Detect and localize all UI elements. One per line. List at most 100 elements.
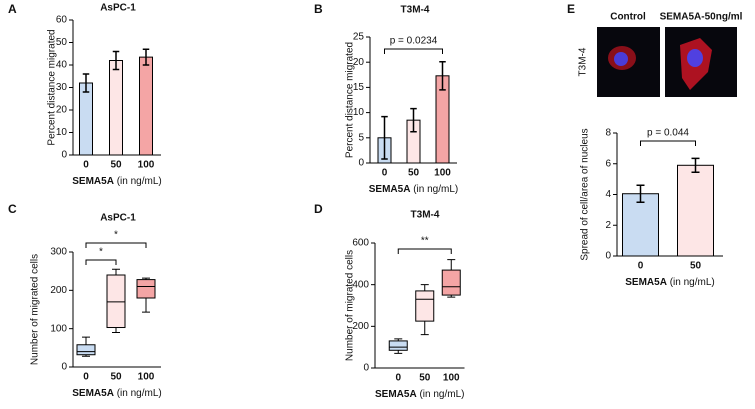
chart-title: T3M-4 (411, 210, 440, 221)
y-tick-label: 20 (56, 105, 68, 116)
x-tick-label: 0 (382, 168, 388, 179)
x-axis-label-unit: (in ng/mL) (117, 388, 162, 399)
x-axis-label-unit: (in ng/mL) (413, 184, 458, 195)
box (136, 279, 156, 299)
y-tick-label: 4 (605, 189, 611, 200)
panel-letter: D (314, 202, 323, 216)
image-row-label: T3M-4 (578, 47, 589, 76)
y-tick-label: 100 (50, 323, 67, 334)
y-tick-label: 0 (61, 362, 67, 373)
y-tick-label: 2 (605, 220, 611, 231)
x-axis-label-name: SEMA5A (72, 388, 114, 399)
box (415, 290, 435, 322)
bar (109, 60, 123, 156)
error-bar (636, 184, 645, 203)
y-tick-label: 0 (358, 158, 364, 169)
bar (79, 82, 93, 156)
x-axis-label: SEMA5A (in ng/mL) (72, 388, 161, 399)
x-axis-label: SEMA5A (in ng/mL) (369, 184, 458, 195)
error-bar (691, 157, 700, 173)
y-tick-label: 0 (363, 363, 369, 374)
bracket (85, 259, 117, 265)
box (388, 340, 408, 351)
x-axis-label-name: SEMA5A (375, 389, 417, 400)
y-axis-label: Percent distance migrated (345, 42, 356, 158)
x-axis-label-name: SEMA5A (72, 176, 114, 187)
y-tick-label: 5 (358, 132, 364, 143)
nucleus (614, 52, 628, 66)
y-axis-label: Percent distance migrated (47, 29, 58, 145)
y-tick-label: 10 (56, 127, 68, 138)
x-axis-label: SEMA5A (in ng/mL) (625, 277, 714, 288)
y-tick-label: 20 (353, 57, 365, 68)
x-axis-label-name: SEMA5A (625, 277, 667, 288)
error-bar (142, 48, 150, 66)
x-tick-label: 0 (395, 373, 401, 384)
image-label: SEMA5A-50ng/ml (660, 12, 743, 23)
x-tick-label: 50 (110, 372, 122, 383)
chart-title: AsPC-1 (100, 3, 136, 14)
error-bar (82, 73, 90, 93)
bar (139, 56, 153, 156)
x-axis-label-name: SEMA5A (369, 184, 411, 195)
panel-letter: C (8, 202, 17, 216)
x-tick-label: 50 (408, 168, 420, 179)
x-tick-label: 0 (638, 261, 644, 272)
box (106, 274, 126, 329)
nucleus (687, 49, 703, 67)
panel-letter: B (314, 2, 323, 16)
x-tick-label: 50 (110, 160, 122, 171)
x-tick-label: 100 (138, 372, 155, 383)
y-tick-label: 30 (56, 82, 68, 93)
micrographs (597, 27, 737, 97)
x-tick-label: 0 (83, 372, 89, 383)
bracket (397, 248, 452, 254)
y-tick-label: 6 (605, 158, 611, 169)
bar (677, 164, 714, 257)
x-tick-label: 100 (443, 373, 460, 384)
box (76, 344, 96, 356)
y-tick-label: 50 (56, 37, 68, 48)
y-tick-label: 200 (50, 285, 67, 296)
bar (622, 193, 659, 257)
y-tick-label: 10 (353, 107, 365, 118)
y-tick-label: 60 (56, 15, 68, 26)
x-axis-label-unit: (in ng/mL) (419, 389, 464, 400)
bracket (640, 140, 696, 146)
y-tick-label: 25 (353, 32, 365, 43)
x-axis-label-unit: (in ng/mL) (670, 277, 715, 288)
x-axis-label-unit: (in ng/mL) (117, 176, 162, 187)
annotation: ** (421, 236, 429, 247)
error-bar (410, 107, 417, 133)
y-axis-label: Spread of cell/area of nucleus (580, 128, 591, 260)
x-tick-label: 0 (83, 160, 89, 171)
box (441, 269, 461, 296)
chart-title: AsPC-1 (100, 213, 136, 224)
y-tick-label: 300 (50, 247, 67, 258)
annotation: p = 0.0234 (390, 36, 438, 47)
bracket (384, 48, 443, 54)
x-tick-label: 100 (138, 160, 155, 171)
x-tick-label: 100 (434, 168, 451, 179)
error-bar (381, 115, 388, 160)
y-tick-label: 600 (352, 238, 369, 249)
chart-title: T3M-4 (401, 5, 430, 16)
x-tick-label: 50 (690, 261, 702, 272)
annotation: * (99, 247, 103, 258)
y-tick-label: 8 (605, 128, 611, 139)
error-bar (439, 60, 446, 91)
panel-letter: E (567, 2, 575, 16)
annotation: p = 0.044 (647, 128, 689, 139)
bracket (85, 242, 147, 248)
y-tick-label: 15 (353, 82, 365, 93)
annotation: * (114, 230, 118, 241)
y-axis-label: Number of migrated cells (30, 254, 41, 365)
x-axis-label: SEMA5A (in ng/mL) (72, 176, 161, 187)
y-tick-label: 200 (352, 321, 369, 332)
y-tick-label: 0 (61, 150, 67, 161)
x-axis-label: SEMA5A (in ng/mL) (375, 389, 464, 400)
error-bar (112, 50, 120, 71)
y-axis-label: Number of migrated cells (345, 250, 356, 361)
y-tick-label: 400 (352, 279, 369, 290)
